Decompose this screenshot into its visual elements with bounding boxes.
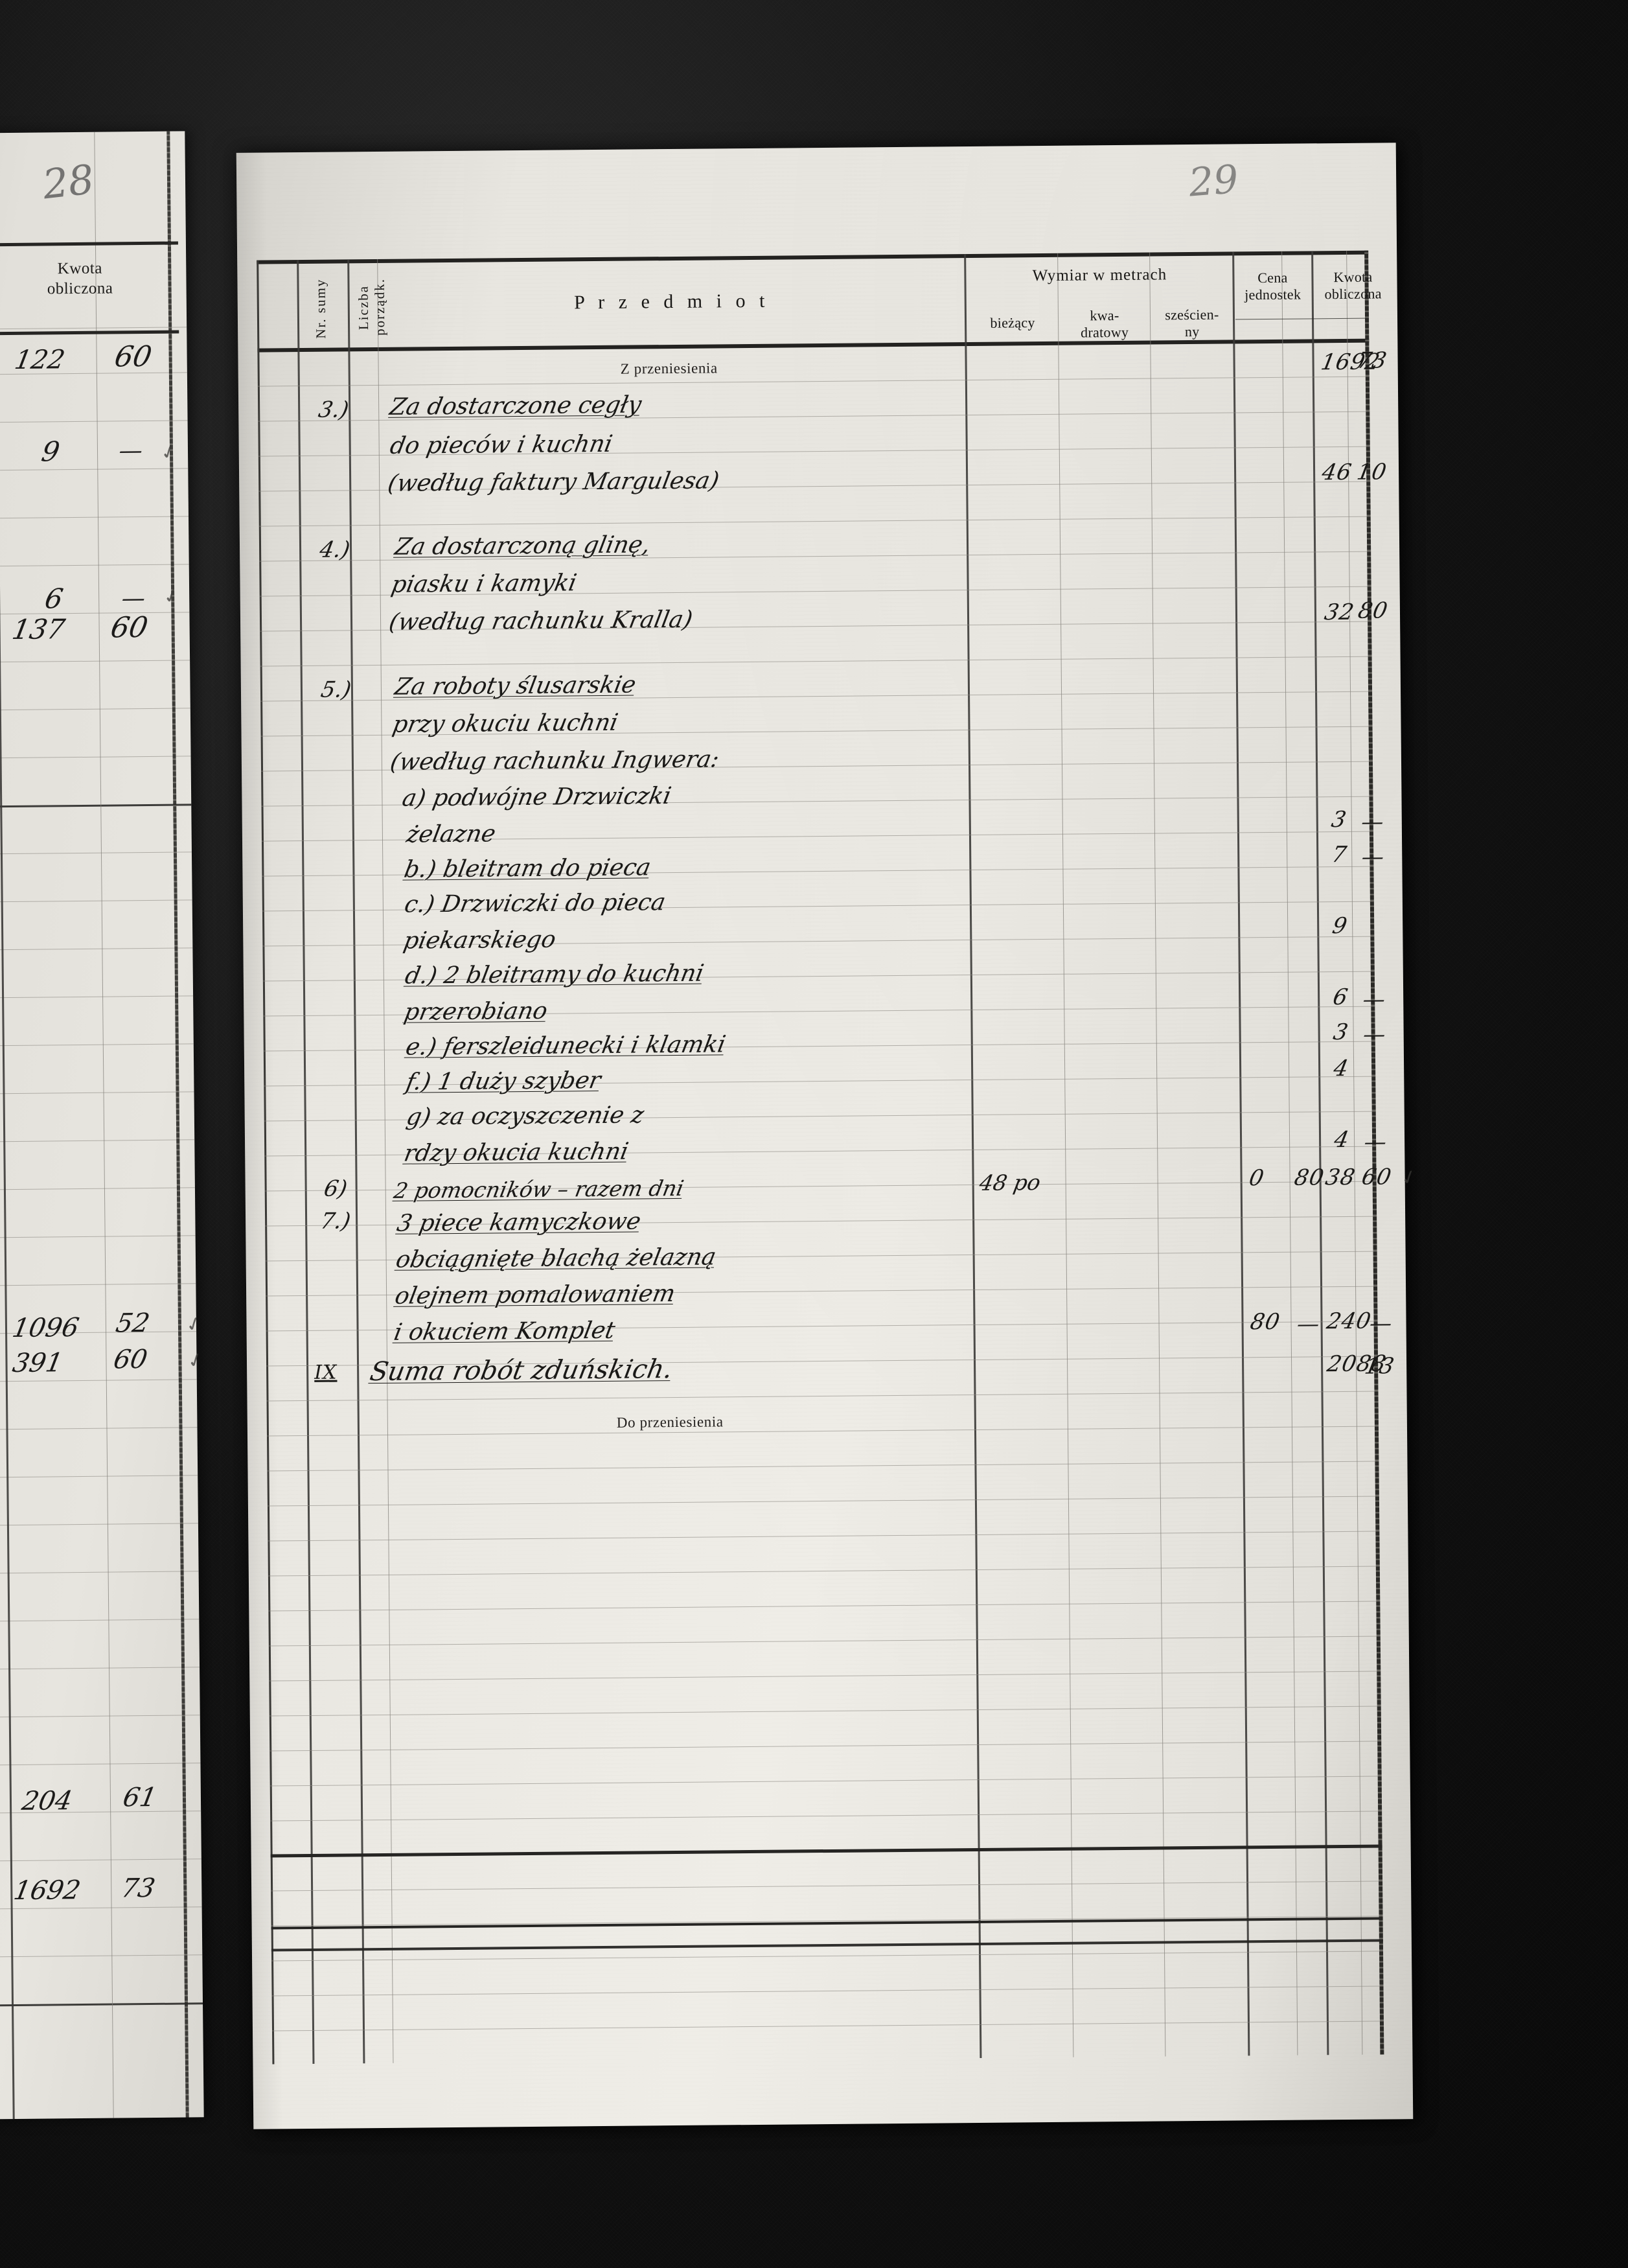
row-amount-frac: — bbox=[1367, 1310, 1395, 1337]
row-description-line: Za roboty ślusarskie bbox=[393, 671, 638, 700]
verso-amount-frac: 61 bbox=[120, 1782, 159, 1813]
row-sum-number: 6) bbox=[321, 1175, 350, 1202]
header-przedmiot: P r z e d m i o t bbox=[574, 290, 770, 314]
col-rule-nr-sumy bbox=[297, 260, 315, 2064]
row-description-line: d.) 2 bleitramy do kuchni bbox=[403, 960, 706, 989]
verso-grid bbox=[0, 131, 204, 2120]
header-kwota-obliczona: Kwota obliczona bbox=[1324, 268, 1382, 303]
row-amount-whole: 46 bbox=[1320, 459, 1354, 486]
row-amount-frac: 10 bbox=[1355, 459, 1389, 485]
row-description-line: (według faktury Margulesa) bbox=[385, 467, 722, 497]
verso-amount-whole: 391 bbox=[10, 1348, 65, 1379]
verso-amount-whole: 204 bbox=[19, 1786, 75, 1816]
col-rule-cena bbox=[1232, 251, 1250, 2056]
row-amount-whole: 38 bbox=[1323, 1164, 1358, 1191]
row-amount-whole: 240 bbox=[1324, 1308, 1374, 1335]
row-description-line: (według rachunku Kralla) bbox=[387, 606, 695, 636]
verso-amount-whole: 137 bbox=[9, 613, 68, 646]
verso-total-whole: 1692 bbox=[11, 1875, 83, 1906]
row-description-line: obciągnięte blachą żelazną bbox=[393, 1244, 718, 1273]
row-description-line: żelazne bbox=[404, 820, 498, 848]
row-description-line: b.) bleitram do pieca bbox=[402, 854, 653, 883]
carried-forward-amount-frac: 73 bbox=[1355, 347, 1390, 374]
row-ordinal: 5.) bbox=[319, 677, 354, 703]
page-number-recto: 29 bbox=[1187, 156, 1241, 206]
header-liczba-porzadk: Liczba porządk. bbox=[355, 278, 388, 336]
row-description-line: a) podwójne Drzwiczki bbox=[400, 783, 674, 812]
row-description-line: piasku i kamyki bbox=[389, 570, 579, 598]
carried-forward-label: Z przeniesienia bbox=[620, 360, 718, 377]
header-wymiar-biezacy: bieżący bbox=[990, 314, 1035, 331]
verso-amount-frac: — bbox=[117, 437, 145, 465]
row-amount-whole: 4 bbox=[1332, 1126, 1352, 1153]
row-description-line: Za dostarczoną glinę, bbox=[393, 531, 652, 561]
verso-amount-whole: 122 bbox=[12, 345, 67, 375]
verso-amount-whole: 1096 bbox=[10, 1313, 82, 1344]
row-amount-whole: 9 bbox=[1330, 912, 1350, 940]
col-rule-kwota-frac bbox=[1346, 250, 1363, 2055]
row-amount-frac: — bbox=[1360, 1021, 1389, 1048]
header-wymiar-kwadratowy: kwa- dratowy bbox=[1080, 307, 1129, 341]
row-description-line: przy okuciu kuchni bbox=[390, 709, 621, 738]
row-amount-frac: — bbox=[1359, 809, 1387, 835]
row-description-line: piekarskiego bbox=[401, 926, 558, 955]
row-description-line: c.) Drzwiczki do pieca bbox=[402, 889, 668, 918]
row-quantity: 48 po bbox=[977, 1170, 1043, 1196]
col-rule-cena-frac bbox=[1281, 251, 1298, 2055]
col-rule-kwota bbox=[1311, 251, 1329, 2055]
row-description-line: g) za oczyszczenie z bbox=[404, 1102, 647, 1131]
row-description-line: olejnem pomalowaniem bbox=[393, 1280, 678, 1310]
row-amount-frac: 60 bbox=[1359, 1164, 1394, 1190]
header-wymiar-group: Wymiar w metrach bbox=[1032, 266, 1167, 285]
row-description-line: przerobiano bbox=[402, 997, 550, 1026]
row-amount-whole: 32 bbox=[1322, 599, 1357, 626]
header-nr-sumy: Nr. sumy bbox=[312, 278, 329, 339]
verso-total-frac: 73 bbox=[119, 1873, 157, 1904]
row-description-line: rdzy okucia kuchni bbox=[402, 1138, 631, 1167]
summary-amount-frac: 13 bbox=[1362, 1353, 1397, 1380]
col-rule-subject-left bbox=[377, 259, 394, 2063]
row-description-line: (według rachunku Ingwera: bbox=[388, 746, 722, 776]
summary-label: Suma robót zduńskich. bbox=[367, 1354, 675, 1387]
row-amount-frac: — bbox=[1362, 1129, 1390, 1155]
verso-amount-frac: 60 bbox=[111, 1344, 150, 1375]
header-cena-jednostek: Cena jednostek bbox=[1244, 269, 1301, 303]
col-rule-liczba bbox=[347, 259, 365, 2064]
row-amount-whole: 7 bbox=[1329, 841, 1349, 868]
row-unit-price-frac: — bbox=[1294, 1311, 1323, 1337]
verso-amount-frac: 52 bbox=[113, 1308, 152, 1339]
ledger-table: Nr. sumy Liczba porządk. P r z e d m i o… bbox=[257, 250, 1421, 2065]
row-unit-price-whole: 80 bbox=[1248, 1308, 1283, 1336]
row-ordinal: 3.) bbox=[316, 397, 351, 423]
col-rule-szescienny bbox=[1149, 252, 1166, 2057]
row-unit-price-whole: 0 bbox=[1246, 1165, 1267, 1192]
row-amount-frac: — bbox=[1359, 844, 1387, 870]
row-sum-number: 7.) bbox=[318, 1208, 353, 1234]
row-amount-whole: 3 bbox=[1329, 806, 1349, 833]
row-description-line: f.) 1 duży szyber bbox=[404, 1067, 603, 1096]
row-unit-price-frac: 80 bbox=[1292, 1164, 1327, 1191]
row-description-line: Za dostarczone cegły bbox=[387, 391, 644, 421]
verso-amount-frac: 60 bbox=[111, 340, 155, 374]
ledger-page-verso: 28 bbox=[0, 131, 207, 2121]
row-description-line: e.) ferszleidunecki i klamki bbox=[403, 1031, 728, 1061]
row-amount-frac: 80 bbox=[1356, 597, 1390, 624]
verso-header-amount: Kwota obliczona bbox=[47, 259, 113, 297]
ledger-page-recto: 29 Nr. sumy Liczba porządk. P r z e d m … bbox=[236, 143, 1421, 2129]
row-amount-frac: — bbox=[1360, 986, 1388, 1013]
row-description-line: 2 pomocników – razem dni bbox=[391, 1175, 686, 1203]
summary-sum-number: IX bbox=[314, 1361, 338, 1384]
row-description-line: do pieców i kuchni bbox=[387, 430, 615, 459]
row-description-line: i okuciem Komplet bbox=[391, 1317, 617, 1346]
row-ordinal: 4.) bbox=[317, 537, 352, 563]
carry-to-next-label: Do przeniesienia bbox=[616, 1413, 724, 1431]
verso-amount-frac: — bbox=[119, 584, 148, 612]
header-wymiar-szescienny: sześcien- ny bbox=[1165, 306, 1219, 340]
row-amount-whole: 4 bbox=[1331, 1055, 1351, 1082]
col-rule-wymiar-left bbox=[964, 254, 982, 2058]
row-description-line: 3 piece kamyczkowe bbox=[395, 1208, 643, 1237]
col-rule-kwadratowy bbox=[1057, 253, 1074, 2057]
verso-amount-frac: 60 bbox=[108, 610, 151, 645]
